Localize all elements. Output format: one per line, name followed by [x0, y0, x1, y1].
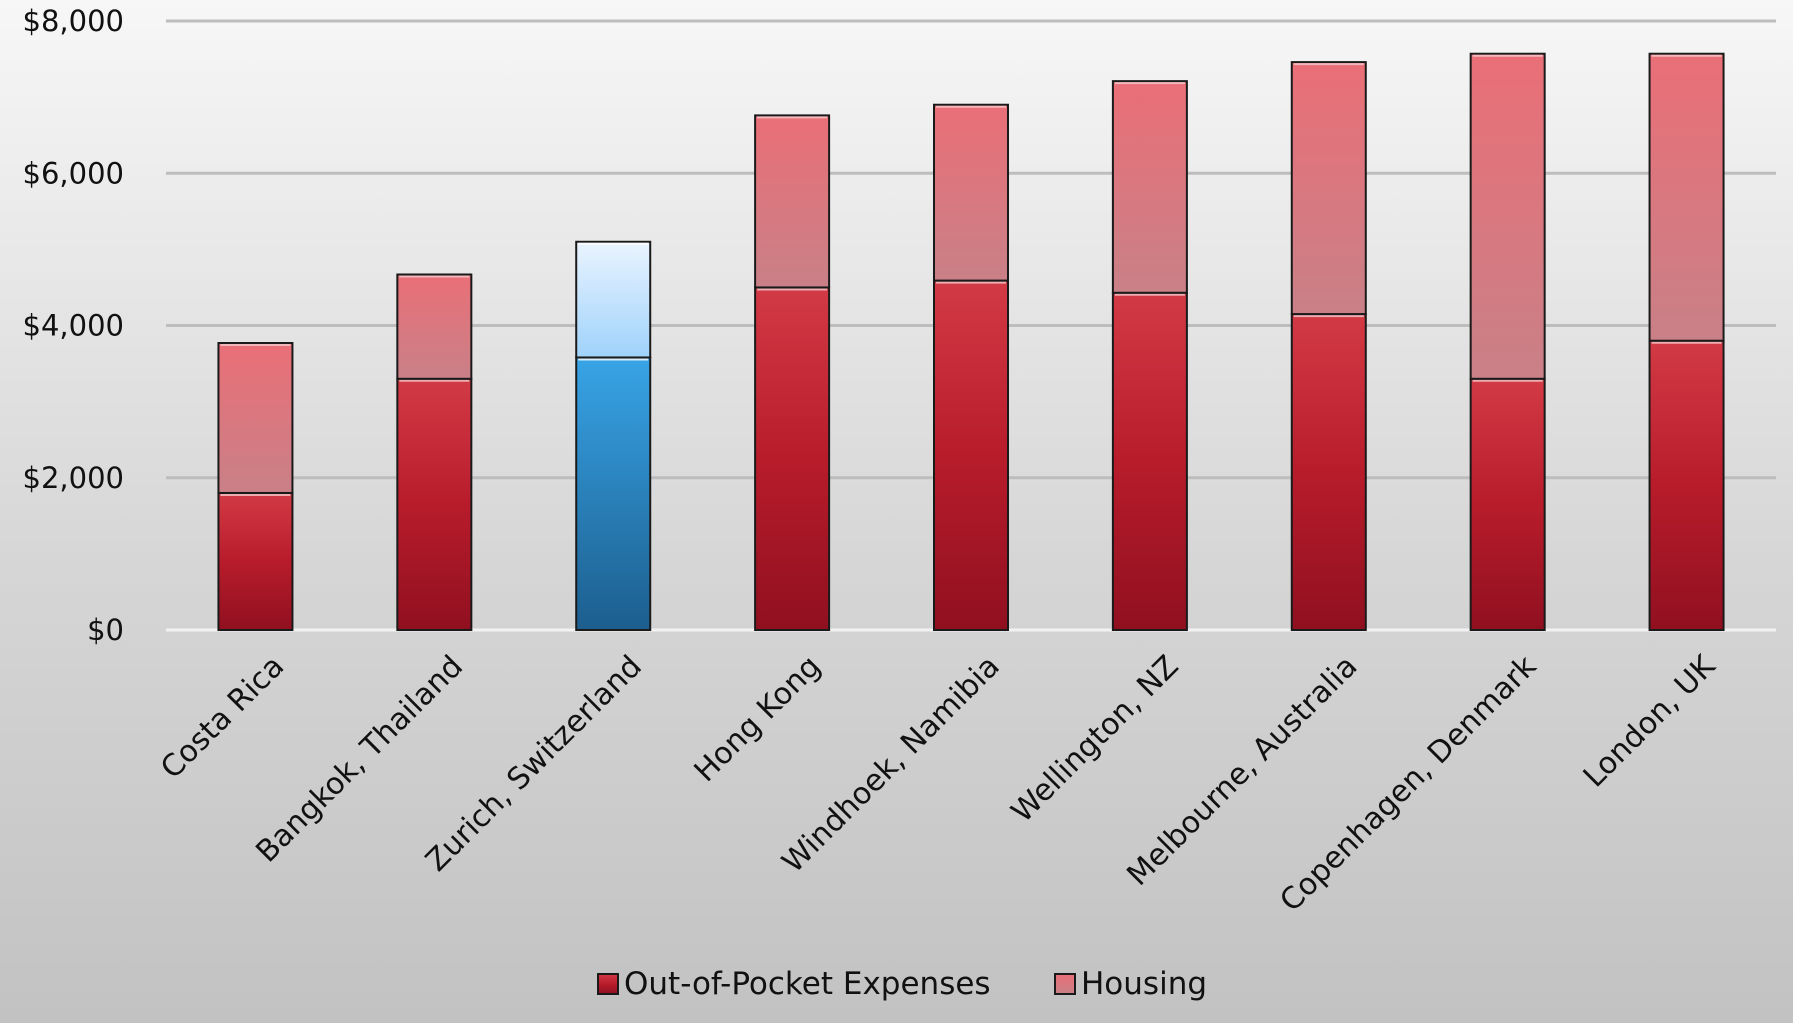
bar-housing-3 — [575, 240, 652, 359]
bar-housing-1 — [217, 342, 294, 494]
bar-out-of-pocket-3 — [575, 356, 652, 631]
bar-housing-8 — [1469, 52, 1546, 380]
bar-out-of-pocket-2 — [396, 377, 473, 631]
legend-swatch-housing — [1054, 973, 1076, 995]
bar-out-of-pocket-1 — [217, 491, 294, 631]
legend-label-housing: Housing — [1081, 966, 1207, 1002]
bar-housing-6 — [1111, 80, 1188, 294]
bar-housing-9 — [1648, 52, 1725, 342]
bar-out-of-pocket-4 — [754, 286, 831, 631]
bar-housing-7 — [1290, 61, 1367, 316]
y-tick-label: $2,000 — [23, 461, 124, 495]
y-tick-label: $4,000 — [23, 309, 124, 343]
y-tick-label: $6,000 — [23, 156, 124, 190]
y-tick-label: $0 — [87, 613, 124, 647]
legend: Out-of-Pocket Expenses Housing — [597, 966, 1207, 1002]
bar-out-of-pocket-7 — [1290, 313, 1367, 631]
bars — [217, 52, 1725, 631]
bar-housing-5 — [933, 103, 1009, 282]
bar-out-of-pocket-6 — [1111, 291, 1188, 631]
legend-label-out-of-pocket: Out-of-Pocket Expenses — [624, 966, 991, 1002]
bar-out-of-pocket-9 — [1648, 339, 1725, 631]
bar-out-of-pocket-5 — [933, 279, 1009, 631]
bar-housing-4 — [754, 114, 831, 289]
y-tick-label: $8,000 — [23, 4, 124, 38]
y-axis-tick-labels: $0 $2,000 $4,000 $6,000 $8,000 — [23, 4, 124, 647]
bar-housing-2 — [396, 273, 473, 380]
bar-out-of-pocket-8 — [1469, 377, 1546, 631]
legend-swatch-out-of-pocket — [597, 973, 619, 995]
